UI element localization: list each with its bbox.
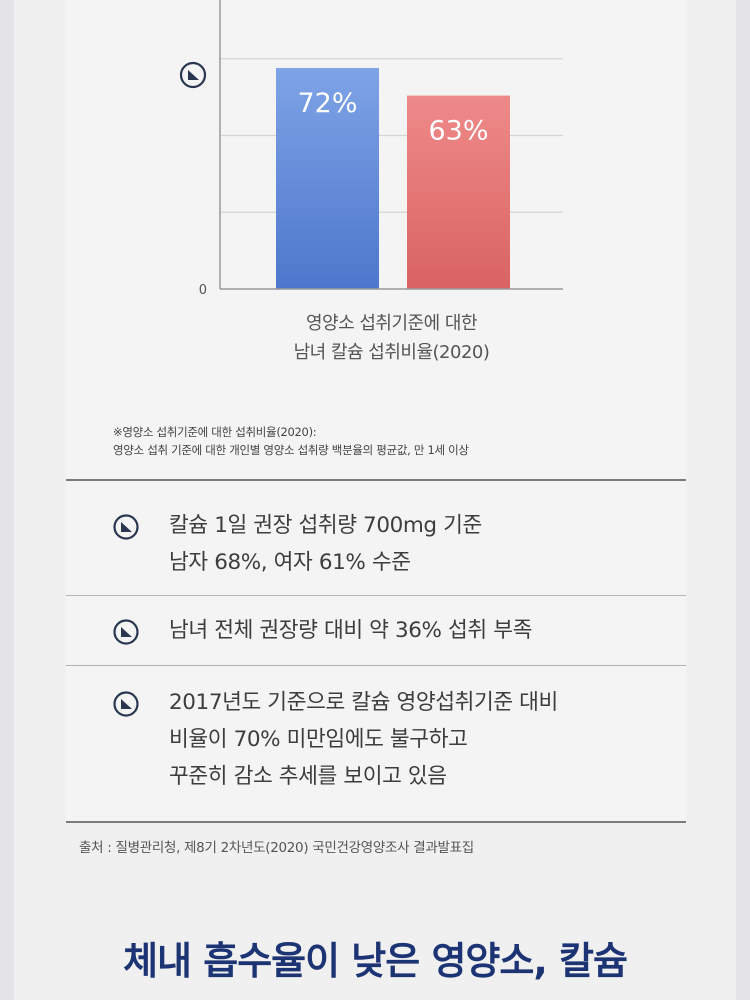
divider-top [66,479,686,481]
chart-caption-line-2: 남녀 칼슘 섭취비율(2020) [293,342,490,363]
info-item-2-line-1: 남녀 전체 권장량 대비 약 36% 섭취 부족 [169,618,532,643]
chart-caption: 영양소 섭취기준에 대한 남녀 칼슘 섭취비율(2020) [220,309,563,367]
section-headline: 체내 흡수율이 낮은 영양소, 칼슘 [123,939,628,983]
clock-icon [113,619,139,645]
chart-clock-icon [179,61,207,89]
footnote-line-1: ※영양소 섭취기준에 대한 섭취비율(2020): [113,425,317,439]
bar-value-label-female: 63% [428,116,488,147]
clock-icon [113,514,139,540]
bar-value-label-male: 72% [297,88,357,119]
footnote-line-2: 영양소 섭취 기준에 대한 개인별 영양소 섭취량 백분율의 평균값, 만 1세… [113,443,469,457]
footnote: ※영양소 섭취기준에 대한 섭취비율(2020): 영양소 섭취 기준에 대한 … [113,423,469,459]
divider-bottom [66,821,686,823]
divider [66,595,686,596]
chart-caption-line-1: 영양소 섭취기준에 대한 [305,313,478,334]
info-item-3-line-2: 비율이 70% 미만임에도 불구하고 [169,727,468,752]
bar-chart: 72% 63% 0 [179,0,563,298]
clock-icon [113,691,139,717]
info-item-3-line-1: 2017년도 기준으로 칼슘 영양섭취기준 대비 [169,690,558,715]
info-item-3-line-3: 꾸준히 감소 추세를 보이고 있음 [169,764,447,789]
divider [66,665,686,666]
bar-male [276,67,379,290]
y-tick-label-0: 0 [199,283,207,298]
info-item-1-line-2: 남자 68%, 여자 61% 수준 [169,550,411,575]
info-item-1-line-1: 칼슘 1일 권장 섭취량 700mg 기준 [169,513,482,538]
source-citation: 출처 : 질병관리청, 제8기 2차년도(2020) 국민건강영양조사 결과발표… [79,840,474,856]
bar-female [407,95,510,289]
